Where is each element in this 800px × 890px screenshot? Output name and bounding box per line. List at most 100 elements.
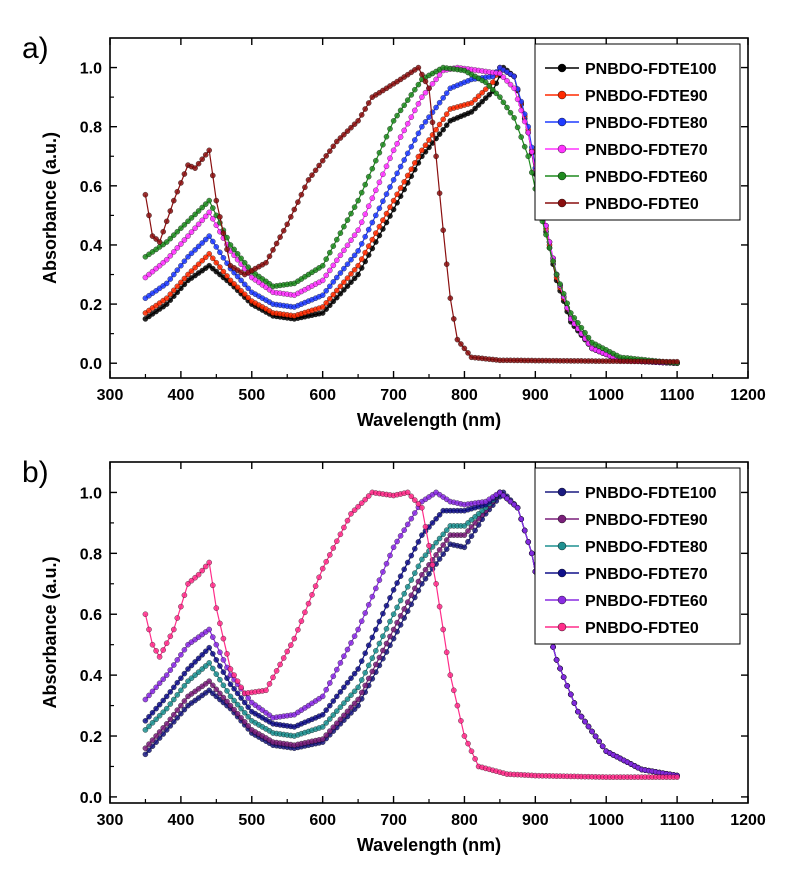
data-point xyxy=(217,264,223,270)
data-point xyxy=(518,107,524,114)
data-point xyxy=(337,704,344,710)
data-point xyxy=(461,523,468,529)
y-tick-label: 1.0 xyxy=(80,61,102,78)
data-point xyxy=(362,249,368,256)
legend-swatch-marker xyxy=(557,487,567,497)
data-point xyxy=(234,710,241,717)
data-point xyxy=(337,252,344,259)
legend-swatch-marker xyxy=(557,63,567,73)
data-point xyxy=(394,140,400,147)
data-point xyxy=(344,275,351,281)
data-point xyxy=(206,687,212,694)
legend-swatch-marker xyxy=(557,541,567,551)
data-point xyxy=(436,547,443,553)
x-tick-label: 300 xyxy=(97,387,124,404)
data-point xyxy=(217,249,223,256)
data-point xyxy=(429,81,436,87)
data-point xyxy=(344,242,351,249)
data-point xyxy=(171,662,177,668)
data-point xyxy=(443,111,450,117)
data-point xyxy=(341,247,347,254)
data-point xyxy=(436,603,443,610)
data-point xyxy=(181,706,188,713)
data-point xyxy=(192,264,198,271)
legend-swatch-marker xyxy=(557,90,567,100)
data-point xyxy=(529,149,535,155)
data-point xyxy=(309,592,315,598)
data-point xyxy=(518,134,524,140)
data-point xyxy=(390,197,397,204)
data-point xyxy=(529,169,535,176)
data-point xyxy=(571,315,578,321)
x-tick-label: 300 xyxy=(97,812,124,829)
y-tick-label: 0.8 xyxy=(80,546,102,563)
data-point xyxy=(408,493,415,500)
data-point xyxy=(419,94,425,100)
y-tick-label: 0.0 xyxy=(80,790,102,807)
data-point xyxy=(156,701,163,708)
data-point xyxy=(206,678,212,684)
data-point xyxy=(465,520,471,526)
data-point xyxy=(167,253,174,259)
data-point xyxy=(160,676,166,682)
data-point xyxy=(319,724,326,730)
data-point xyxy=(575,320,581,326)
data-point xyxy=(181,647,188,653)
legend-label: PNBDO-FDTE60 xyxy=(585,169,708,186)
data-point xyxy=(355,262,361,269)
data-point xyxy=(443,261,450,267)
data-point xyxy=(493,90,500,97)
data-point xyxy=(426,85,432,92)
data-point xyxy=(245,695,251,701)
data-point xyxy=(344,696,351,702)
data-point xyxy=(397,185,404,191)
y-axis-title: Absorbance (a.u.) xyxy=(40,556,60,708)
data-point xyxy=(394,112,400,119)
data-point xyxy=(334,257,340,264)
data-point xyxy=(408,592,415,598)
data-point xyxy=(199,156,205,162)
data-point xyxy=(171,684,177,691)
data-point xyxy=(465,538,471,545)
data-point xyxy=(337,135,344,141)
data-point xyxy=(263,259,269,266)
data-point xyxy=(202,213,209,220)
data-point xyxy=(224,273,230,279)
data-point xyxy=(344,679,351,686)
legend-swatch-marker xyxy=(557,198,567,208)
data-point xyxy=(454,336,461,343)
data-point xyxy=(401,127,407,134)
data-point xyxy=(468,100,475,106)
data-point xyxy=(383,191,390,197)
data-point xyxy=(344,217,351,223)
data-point xyxy=(472,520,478,526)
data-point xyxy=(557,665,563,672)
data-point xyxy=(206,660,212,666)
data-point xyxy=(188,250,195,257)
data-point xyxy=(348,692,354,698)
data-point xyxy=(419,571,425,578)
data-point xyxy=(153,716,159,723)
data-point xyxy=(266,681,273,687)
data-point xyxy=(355,197,361,204)
data-point xyxy=(358,256,365,262)
data-point xyxy=(404,489,411,496)
data-point xyxy=(171,197,177,204)
data-point xyxy=(334,666,340,673)
data-point xyxy=(390,587,397,593)
data-point xyxy=(174,707,181,713)
data-point xyxy=(422,119,429,125)
data-point xyxy=(171,287,177,294)
data-point xyxy=(348,279,354,285)
data-point xyxy=(529,550,535,557)
data-point xyxy=(348,675,354,681)
data-point xyxy=(447,295,454,301)
data-point xyxy=(319,736,326,742)
data-point xyxy=(433,153,439,160)
data-point xyxy=(557,281,563,287)
data-point xyxy=(163,721,170,727)
data-point xyxy=(404,559,411,566)
x-tick-label: 600 xyxy=(309,387,336,404)
data-point xyxy=(387,595,393,601)
data-point xyxy=(415,539,422,545)
